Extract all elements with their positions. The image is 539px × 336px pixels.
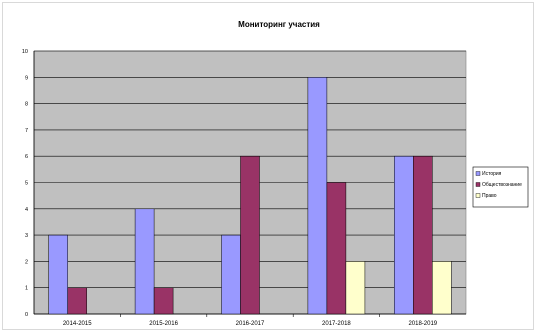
x-tick-label: 2018-2019	[408, 321, 437, 327]
bar-1	[394, 155, 414, 315]
legend-swatch	[475, 182, 481, 187]
y-tick-label: 1	[25, 286, 28, 292]
y-tick-label: 7	[25, 128, 28, 134]
y-tick-label: 0	[25, 312, 28, 318]
x-tick-label: 2017-2018	[322, 321, 351, 327]
bar-1	[221, 234, 241, 315]
bar-1	[134, 208, 155, 315]
legend-swatch	[475, 171, 481, 176]
bar-2	[153, 287, 174, 315]
legend-swatch	[475, 193, 481, 198]
chart-title: Мониторинг участия	[238, 20, 320, 29]
y-axis: 0 1 2 3 4 5 6 7 8 9 10	[22, 49, 35, 318]
bar-2	[67, 287, 87, 315]
bar-2	[326, 182, 347, 315]
y-tick-label: 10	[22, 49, 28, 55]
bar-2	[240, 155, 260, 315]
y-tick-label: 8	[25, 102, 28, 108]
y-tick-label: 3	[25, 233, 28, 239]
bar-1	[48, 234, 68, 315]
x-tick-label: 2015-2016	[149, 321, 178, 327]
y-tick-label: 4	[25, 207, 28, 213]
x-axis: 2014-2015 2015-2016 2016-2017 2017-2018 2018…	[34, 313, 466, 327]
legend-label: Право	[482, 193, 497, 199]
legend: История Обществознание Право	[472, 166, 529, 208]
y-tick-label: 9	[25, 75, 28, 81]
x-tick-label: 2016-2017	[236, 321, 265, 327]
bars	[48, 77, 452, 315]
bar-3	[432, 261, 452, 315]
bar-1	[307, 77, 328, 315]
legend-label: Обществознание	[482, 182, 522, 188]
legend-box	[472, 166, 529, 208]
bar-2	[413, 155, 433, 315]
x-tick-label: 2014-2015	[63, 321, 92, 327]
legend-label: История	[482, 171, 502, 177]
bar-3	[345, 261, 366, 315]
y-tick-label: 6	[25, 154, 28, 160]
y-tick-label: 2	[25, 259, 28, 265]
y-tick-label: 5	[25, 181, 28, 187]
